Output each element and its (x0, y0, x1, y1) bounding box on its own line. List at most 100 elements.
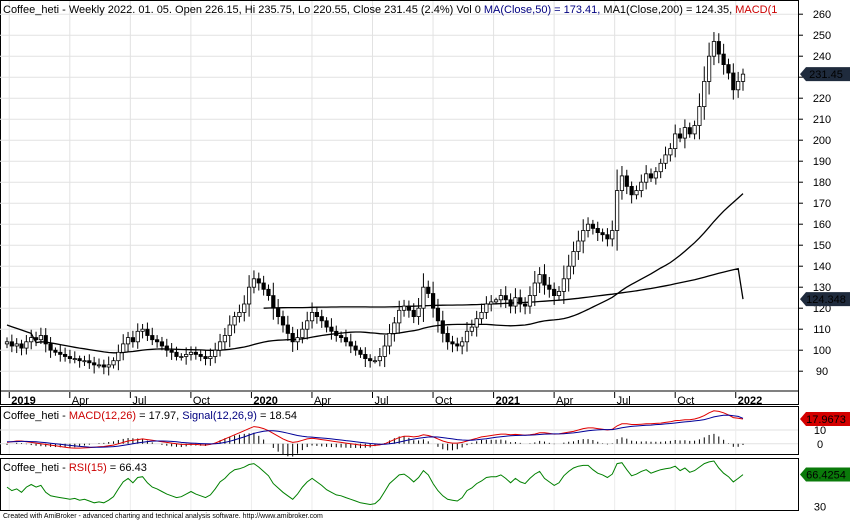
candle-body-65 (319, 316, 324, 322)
candle-body-104 (508, 299, 513, 307)
candle-body-26 (130, 337, 135, 343)
title-segment-3: MACD(1 (735, 4, 777, 16)
candle-body-79 (387, 332, 392, 347)
price-tick-label-140: 140 (813, 261, 831, 273)
candle-body-19 (96, 364, 102, 367)
candle-body-118 (576, 240, 581, 252)
candle-body-102 (498, 295, 503, 301)
price-tick-label-190: 190 (813, 156, 831, 168)
candle-body-54 (266, 288, 271, 296)
candle-body-145 (707, 55, 712, 82)
candle-body-46 (227, 324, 232, 336)
candle-body-151 (736, 81, 741, 91)
candle-body-52 (256, 278, 261, 284)
candle-body-135 (658, 162, 663, 173)
title-segment-0: Coffee_heti - (3, 462, 69, 474)
candle-body-144 (702, 81, 707, 108)
candle-body-47 (232, 316, 237, 326)
price-tick-label-210: 210 (813, 114, 831, 126)
candle-body-17 (87, 360, 92, 364)
candle-body-69 (339, 335, 344, 338)
price-panel-frame (0, 0, 799, 405)
candle-body-4 (24, 341, 29, 349)
candle-body-42 (208, 356, 213, 359)
candle-body-80 (392, 322, 397, 334)
candle-body-111 (542, 274, 547, 286)
candle-body-3 (19, 343, 24, 349)
time-label-10: Jul (617, 395, 631, 407)
candle-body-24 (121, 343, 126, 353)
candle-body-68 (334, 330, 339, 336)
candle-body-61 (300, 328, 305, 339)
time-label-12: 2022 (738, 395, 762, 407)
candle-body-112 (547, 284, 552, 290)
candle-body-71 (348, 341, 353, 347)
candle-body-76 (372, 360, 378, 363)
rsi-value-tag-box (800, 467, 850, 482)
candle-body-9 (48, 343, 53, 351)
candle-body-73 (358, 349, 363, 355)
candle-body-98 (479, 311, 484, 320)
time-label-2: Jul (132, 395, 146, 407)
candle-body-121 (590, 223, 595, 229)
title-segment-0: Coffee_heti - Weekly 2022. 01. 05. Open … (3, 4, 484, 16)
macd-line (6, 410, 744, 449)
candle-body-78 (382, 345, 387, 357)
candle-body-70 (343, 337, 349, 343)
candle-body-94 (460, 341, 465, 347)
candle-body-139 (677, 133, 683, 139)
candle-body-22 (111, 360, 116, 366)
candle-body-143 (697, 106, 702, 126)
rsi-tick-label-30: 30 (814, 501, 826, 513)
title-segment-2: = 66.43 (107, 462, 147, 474)
candle-body-137 (668, 148, 673, 156)
title-segment-2: = 17.97, (136, 410, 182, 422)
candle-body-48 (237, 311, 242, 317)
price-tick-label-150: 150 (813, 240, 831, 252)
candle-body-45 (222, 335, 227, 343)
candle-body-150 (731, 72, 736, 91)
candle-body-97 (474, 318, 479, 328)
candle-body-44 (217, 341, 223, 351)
candle-body-31 (155, 339, 160, 343)
candle-body-101 (493, 299, 499, 303)
candle-body-25 (125, 337, 131, 345)
candle-body-32 (159, 341, 165, 347)
price-tick-label-110: 110 (813, 324, 831, 336)
price-tick-label-120: 120 (813, 303, 831, 315)
candle-body-6 (33, 337, 39, 341)
candle-body-18 (92, 362, 97, 366)
ma50-line (6, 193, 744, 354)
candle-body-123 (600, 232, 605, 236)
candle-body-8 (43, 335, 48, 345)
candle-body-152 (740, 73, 746, 82)
candle-body-10 (53, 349, 58, 353)
candle-body-87 (426, 286, 431, 294)
candle-body-141 (687, 127, 692, 135)
price-tick-label-100: 100 (813, 345, 831, 357)
candlesticks (4, 32, 746, 376)
candle-body-62 (305, 320, 310, 330)
candle-body-100 (489, 301, 494, 305)
time-label-1: Apr (72, 395, 89, 407)
candle-body-122 (595, 227, 600, 233)
candle-body-113 (552, 288, 557, 296)
candle-body-83 (406, 305, 411, 311)
candle-body-140 (682, 127, 687, 139)
candle-body-33 (164, 345, 169, 351)
candle-body-109 (532, 282, 537, 297)
rsi-panel-title: Coffee_heti - RSI(15) = 66.43 (3, 462, 147, 474)
candle-body-133 (648, 173, 654, 179)
candle-body-20 (101, 364, 106, 368)
candle-body-0 (4, 341, 10, 345)
price-tick-label-250: 250 (813, 30, 831, 42)
candle-body-89 (435, 307, 441, 322)
candle-body-40 (198, 353, 203, 357)
candle-body-15 (77, 358, 82, 362)
candle-body-38 (188, 351, 194, 355)
title-segment-2: MA1(Close,200) = 124.35, (603, 4, 735, 16)
title-segment-1: MA(Close,50) = 173.41, (484, 4, 604, 16)
candle-body-39 (193, 351, 198, 355)
